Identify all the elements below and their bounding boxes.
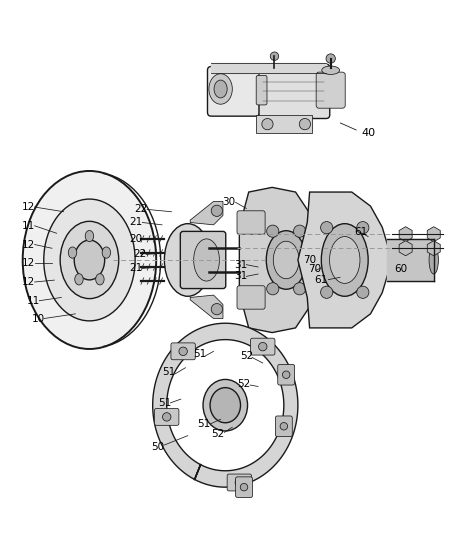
Polygon shape (427, 227, 440, 242)
Circle shape (357, 222, 369, 234)
Polygon shape (298, 192, 389, 328)
FancyBboxPatch shape (208, 67, 259, 116)
Text: 22: 22 (133, 249, 146, 260)
Text: 21: 21 (130, 263, 143, 273)
Text: 51: 51 (193, 349, 206, 359)
FancyBboxPatch shape (155, 409, 179, 426)
Ellipse shape (96, 274, 104, 285)
Text: 12: 12 (22, 202, 35, 212)
Ellipse shape (75, 274, 83, 285)
Text: 11: 11 (22, 221, 35, 231)
Text: 52: 52 (211, 429, 225, 439)
Text: 12: 12 (22, 240, 35, 249)
Circle shape (280, 422, 288, 430)
Ellipse shape (23, 171, 156, 349)
Circle shape (320, 222, 333, 234)
Circle shape (163, 413, 171, 421)
Ellipse shape (60, 221, 118, 299)
Text: 51: 51 (163, 367, 176, 378)
Text: 12: 12 (22, 277, 35, 287)
FancyBboxPatch shape (259, 64, 330, 119)
FancyBboxPatch shape (180, 231, 226, 288)
Ellipse shape (44, 199, 135, 321)
Text: 52: 52 (237, 379, 251, 389)
Circle shape (235, 478, 244, 486)
Ellipse shape (74, 240, 105, 280)
Text: 21: 21 (130, 217, 143, 227)
FancyBboxPatch shape (256, 75, 267, 105)
FancyBboxPatch shape (237, 286, 265, 309)
Ellipse shape (322, 66, 339, 74)
Ellipse shape (68, 247, 77, 258)
Circle shape (267, 225, 279, 237)
Text: 50: 50 (151, 442, 164, 452)
Ellipse shape (210, 388, 240, 423)
Circle shape (262, 119, 273, 130)
Text: 12: 12 (22, 258, 35, 268)
Ellipse shape (273, 241, 299, 279)
Ellipse shape (214, 80, 227, 98)
Circle shape (258, 342, 267, 351)
Circle shape (179, 347, 187, 356)
Polygon shape (256, 115, 312, 134)
Text: 30: 30 (222, 198, 236, 207)
Text: 20: 20 (130, 234, 143, 244)
FancyBboxPatch shape (278, 364, 295, 385)
Polygon shape (190, 295, 223, 318)
FancyBboxPatch shape (251, 338, 275, 355)
Circle shape (320, 286, 333, 299)
Text: 22: 22 (134, 205, 147, 214)
Ellipse shape (85, 231, 94, 242)
Polygon shape (190, 201, 223, 225)
FancyBboxPatch shape (236, 477, 253, 498)
Circle shape (299, 119, 310, 130)
Text: 70: 70 (303, 255, 316, 265)
Ellipse shape (209, 74, 232, 104)
Ellipse shape (321, 224, 368, 296)
FancyBboxPatch shape (237, 211, 265, 234)
Circle shape (293, 225, 306, 237)
Text: 31: 31 (234, 260, 247, 270)
Circle shape (326, 54, 336, 63)
Text: 51: 51 (158, 398, 171, 408)
Ellipse shape (429, 246, 438, 274)
Circle shape (357, 286, 369, 299)
Text: 51: 51 (198, 419, 211, 429)
FancyBboxPatch shape (171, 343, 195, 360)
FancyBboxPatch shape (316, 72, 345, 108)
Circle shape (211, 303, 222, 315)
Circle shape (283, 371, 290, 379)
Polygon shape (399, 227, 412, 242)
Polygon shape (153, 323, 298, 487)
Circle shape (240, 483, 248, 491)
Text: 61: 61 (315, 274, 328, 285)
Ellipse shape (203, 380, 247, 431)
Ellipse shape (266, 231, 306, 289)
Text: 60: 60 (394, 264, 408, 274)
FancyBboxPatch shape (275, 416, 292, 437)
Circle shape (293, 282, 306, 295)
Text: 31: 31 (234, 271, 247, 281)
Text: 61: 61 (355, 227, 368, 237)
Circle shape (270, 52, 279, 60)
Text: 52: 52 (240, 351, 253, 361)
Ellipse shape (102, 247, 110, 258)
Text: 70: 70 (308, 264, 321, 274)
FancyBboxPatch shape (227, 474, 252, 491)
Circle shape (211, 205, 222, 216)
Ellipse shape (329, 237, 360, 284)
Text: 40: 40 (361, 129, 375, 138)
Ellipse shape (164, 224, 211, 296)
Polygon shape (399, 241, 412, 256)
Circle shape (267, 282, 279, 295)
Text: 11: 11 (27, 296, 40, 306)
Polygon shape (239, 187, 317, 333)
Polygon shape (427, 241, 440, 256)
Ellipse shape (194, 239, 219, 281)
Text: 10: 10 (31, 313, 45, 324)
